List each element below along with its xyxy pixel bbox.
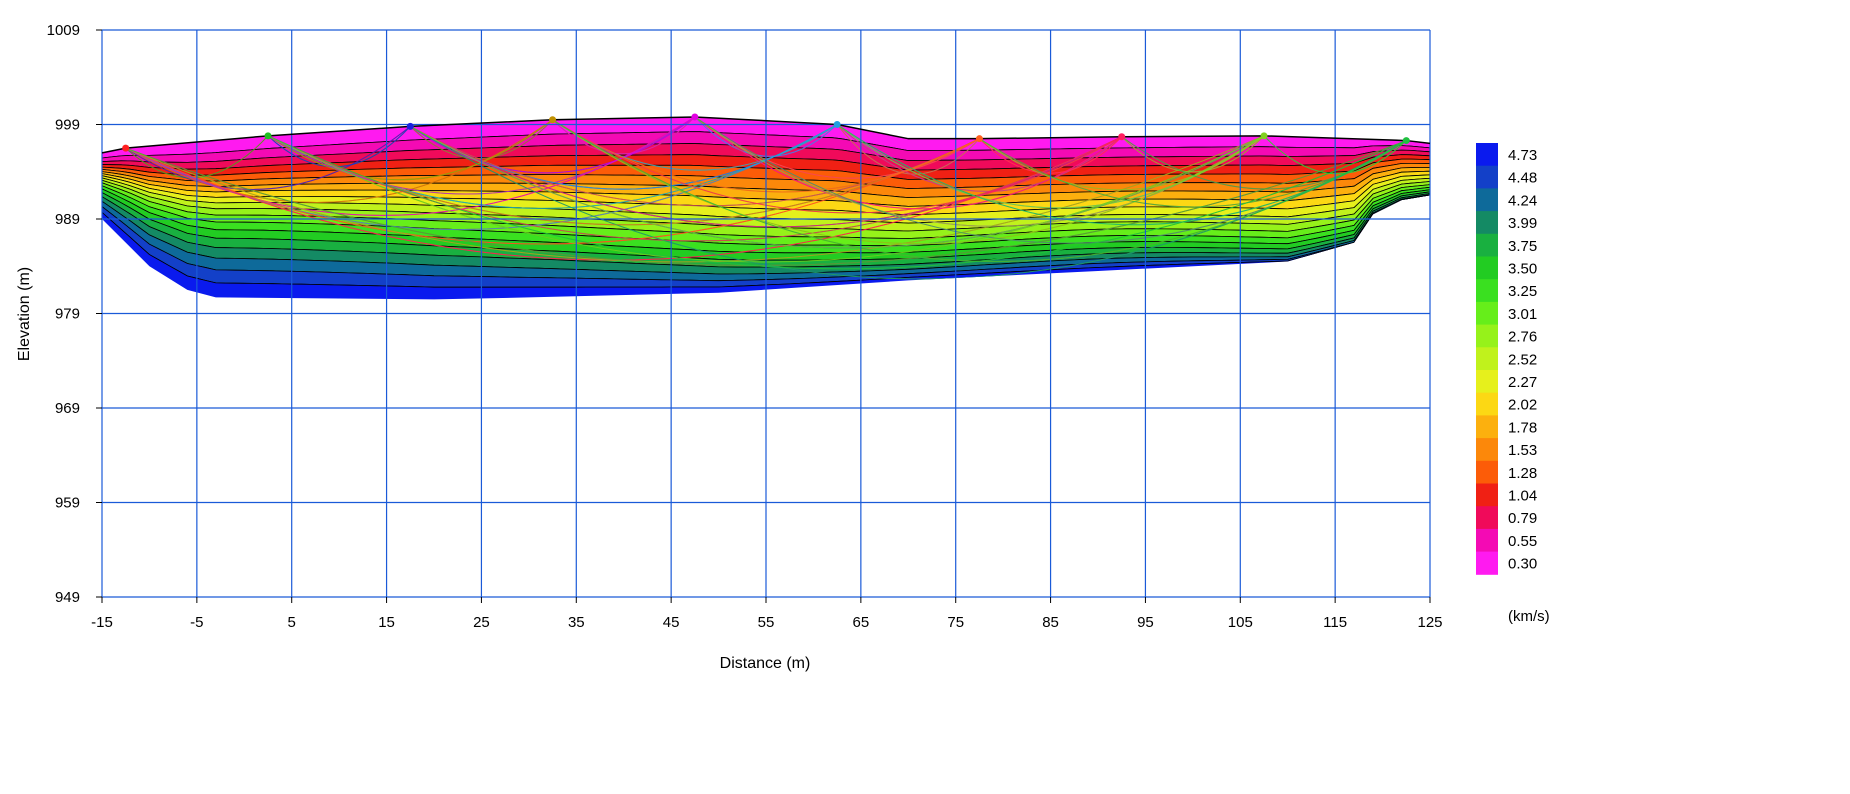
y-tick-label: 949	[55, 589, 80, 606]
colorbar-swatch	[1476, 460, 1498, 484]
colorbar-swatch	[1476, 483, 1498, 507]
colorbar-label: 1.04	[1508, 488, 1537, 505]
colorbar-swatch	[1476, 256, 1498, 280]
ray-path	[125, 125, 411, 190]
x-tick-label: 75	[947, 614, 964, 631]
x-tick-label: 85	[1042, 614, 1059, 631]
shot-point	[1118, 133, 1126, 141]
colorbar-label: 1.78	[1508, 419, 1537, 436]
x-tick-label: 45	[663, 614, 680, 631]
grid	[101, 29, 1431, 598]
shot-point	[833, 121, 841, 128]
y-tick-label: 969	[55, 400, 80, 417]
colorbar-legend: 4.73 4.48 4.24 3.99 3.75 3.50 3.25 3.01 2.76 2.52…	[1476, 143, 1537, 575]
colorbar-label: 2.52	[1508, 351, 1537, 368]
x-tick-label: 105	[1228, 614, 1253, 631]
colorbar-label: 1.28	[1508, 465, 1537, 482]
x-tick-label: 5	[288, 614, 296, 631]
y-tick-label: 959	[55, 495, 80, 512]
colorbar-swatch	[1476, 301, 1498, 326]
x-axis-ticks: -15 -5 5 15 25 35 45 55 65 75 85 95 105 115 125	[91, 597, 1443, 631]
colorbar-label: 3.01	[1508, 306, 1537, 323]
colorbar-label: 3.99	[1508, 215, 1537, 232]
ray-path	[125, 119, 553, 203]
ray-path	[125, 135, 1265, 263]
x-tick-label: 55	[758, 614, 775, 631]
colorbar-swatch	[1476, 506, 1498, 530]
ray-path	[1121, 136, 1407, 190]
shot-point	[549, 116, 557, 124]
colorbar-swatch	[1476, 347, 1498, 371]
colorbar-swatch	[1476, 415, 1498, 439]
colorbar-swatch	[1476, 392, 1498, 416]
shot-points	[122, 113, 1410, 152]
colorbar-swatch	[1476, 211, 1498, 235]
colorbar-label: 3.50	[1508, 261, 1537, 278]
colorbar-label: 3.75	[1508, 238, 1537, 255]
ray-path	[836, 124, 1407, 226]
colorbar-swatch	[1476, 551, 1498, 575]
ray-path	[694, 116, 1123, 210]
y-tick-label: 999	[55, 117, 80, 134]
colorbar-swatch	[1476, 188, 1498, 212]
colorbar-label: 4.73	[1508, 147, 1537, 164]
shot-point	[122, 144, 130, 152]
ray-path	[552, 116, 696, 155]
shot-point	[264, 132, 272, 140]
shot-point	[1260, 132, 1268, 140]
colorbar-label: 3.25	[1508, 283, 1537, 300]
x-tick-label: 95	[1137, 614, 1154, 631]
x-tick-label: 65	[853, 614, 870, 631]
colorbar-swatch	[1476, 324, 1498, 348]
x-axis-title: Distance (m)	[720, 655, 811, 672]
colorbar-label: 0.55	[1508, 533, 1537, 550]
colorbar-swatch	[1476, 438, 1498, 462]
colorbar-label: 2.02	[1508, 397, 1537, 414]
ray-path	[267, 135, 1407, 270]
ray-path	[552, 119, 1122, 214]
colorbar-label: 0.79	[1508, 510, 1537, 527]
ray-path	[836, 124, 980, 175]
x-tick-label: -15	[91, 614, 113, 631]
ray-path	[979, 135, 1265, 191]
colorbar-swatch	[1476, 279, 1498, 303]
colorbar-label: 2.76	[1508, 329, 1537, 346]
colorbar-label: 0.30	[1508, 556, 1537, 573]
colorbar-label: 4.48	[1508, 170, 1537, 187]
ray-path	[267, 119, 553, 181]
shot-point	[691, 113, 699, 121]
ray-path	[125, 138, 980, 245]
colorbar-unit: (km/s)	[1508, 608, 1550, 625]
shot-point	[975, 135, 983, 143]
ray-path	[267, 135, 1122, 242]
y-tick-label: 989	[55, 211, 80, 228]
x-tick-label: -5	[190, 614, 203, 631]
x-tick-label: 15	[378, 614, 395, 631]
x-tick-label: 125	[1417, 614, 1442, 631]
colorbar-swatch	[1476, 165, 1498, 189]
shot-point	[1402, 137, 1410, 145]
colorbar-swatch	[1476, 528, 1498, 553]
ray-path	[552, 119, 1265, 245]
colorbar-label: 2.27	[1508, 374, 1537, 391]
x-tick-label: 25	[473, 614, 490, 631]
colorbar-swatch	[1476, 143, 1498, 167]
shot-point	[406, 122, 414, 130]
x-tick-label: 35	[568, 614, 585, 631]
x-tick-label: 115	[1323, 614, 1347, 631]
y-axis-title: Elevation (m)	[16, 267, 33, 361]
y-tick-label: 979	[55, 306, 80, 323]
ray-path	[410, 125, 1265, 249]
y-axis-ticks: 949 959 969 979 989 999 1009	[47, 22, 102, 606]
colorbar-swatch	[1476, 370, 1498, 394]
colorbar-label: 4.24	[1508, 192, 1537, 209]
ray-path	[1121, 135, 1265, 173]
y-tick-label: 1009	[47, 22, 80, 39]
ray-path	[836, 124, 1123, 192]
colorbar-label: 1.53	[1508, 442, 1537, 459]
colorbar-swatch	[1476, 233, 1498, 257]
